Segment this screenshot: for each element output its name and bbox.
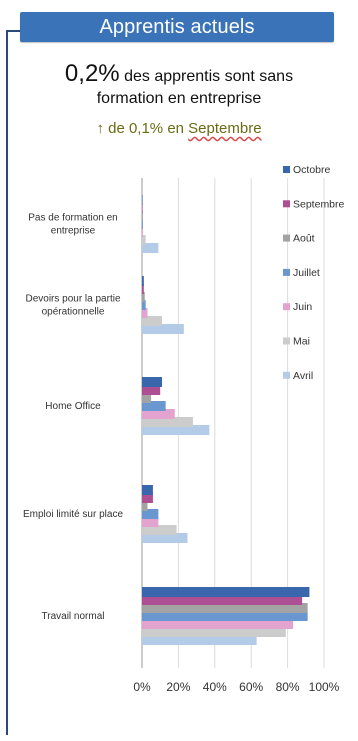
bar — [142, 300, 146, 310]
bar — [142, 425, 210, 435]
bar — [142, 627, 286, 637]
bar — [142, 219, 143, 229]
bar — [142, 603, 308, 613]
legend-label: Août — [293, 233, 315, 245]
bar — [142, 533, 188, 543]
bar — [142, 393, 152, 403]
category-label: opérationnelle — [42, 307, 105, 318]
bar — [142, 409, 175, 419]
legend-label: Septembre — [293, 198, 345, 210]
category-label: Emploi limité sur place — [23, 509, 123, 520]
bar — [142, 385, 161, 395]
legend-label: Mai — [293, 336, 310, 348]
bar — [142, 308, 148, 318]
bar — [142, 611, 308, 621]
bar — [142, 227, 143, 237]
bar — [142, 517, 159, 527]
bar — [142, 501, 148, 511]
bar — [142, 619, 294, 629]
bar — [142, 211, 143, 221]
legend-label: Octobre — [293, 164, 331, 176]
bar-chart: Pas de formation en entreprise Devoirs pou… — [23, 164, 345, 694]
legend-swatch — [283, 371, 290, 379]
x-tick-label: 0% — [133, 680, 151, 694]
frame-left-line — [6, 30, 8, 735]
legend-label: Avril — [293, 370, 313, 382]
x-tick-label: 40% — [203, 680, 227, 694]
headline: 0,2% des apprentis sont sans — [0, 60, 358, 88]
bar — [142, 195, 143, 205]
bar — [142, 284, 144, 294]
legend-swatch — [283, 166, 290, 173]
bar — [142, 525, 177, 535]
bar — [142, 635, 257, 645]
bar — [142, 276, 144, 286]
x-tick-label: 20% — [166, 680, 190, 694]
legend-swatch — [283, 268, 290, 276]
x-tick-label: 60% — [239, 680, 263, 694]
category-label: Devoirs pour la partie — [25, 294, 120, 305]
bar — [142, 292, 145, 302]
bar — [142, 203, 143, 213]
bar — [142, 587, 310, 597]
bar — [142, 243, 159, 253]
legend-swatch — [283, 200, 290, 208]
category-label: Travail normal — [42, 611, 105, 622]
headline-value: 0,2% — [64, 60, 120, 87]
x-tick-label: 80% — [276, 680, 300, 694]
bar — [142, 316, 163, 326]
legend-swatch — [283, 234, 290, 242]
category-label: entreprise — [51, 226, 96, 237]
header-banner: Apprentis actuels — [20, 12, 334, 42]
bar — [142, 493, 153, 503]
legend-swatch — [283, 337, 290, 345]
trend-prefix: ↑ de 0,1% en — [96, 120, 184, 137]
bar — [142, 595, 303, 605]
bar — [142, 377, 163, 387]
frame-top-line — [6, 30, 22, 32]
legend-label: Juin — [293, 301, 312, 313]
bar — [142, 324, 184, 334]
bar — [142, 509, 159, 519]
x-tick-label: 100% — [309, 680, 340, 694]
bar — [142, 401, 166, 411]
headline-text-1: des apprentis sont sans — [124, 68, 294, 85]
trend-month: Septembre — [188, 120, 262, 137]
bar — [142, 485, 153, 495]
bar — [142, 417, 193, 427]
headline-text-2: formation en entreprise — [96, 90, 262, 107]
legend-label: Juillet — [293, 267, 320, 279]
category-label: Home Office — [45, 401, 101, 412]
legend-swatch — [283, 303, 290, 311]
category-label: Pas de formation en — [28, 213, 118, 224]
header-title: Apprentis actuels — [99, 15, 255, 38]
bar — [142, 235, 146, 245]
trend-line: ↑ de 0,1% en Septembre — [0, 120, 358, 137]
